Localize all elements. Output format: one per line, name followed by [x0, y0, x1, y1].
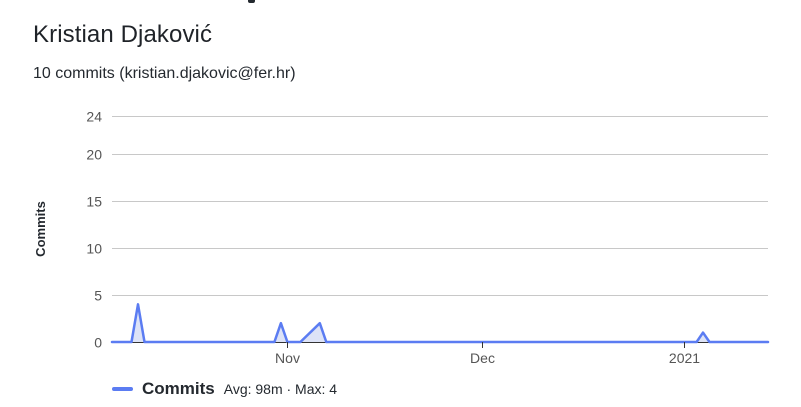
legend-series-stats: Avg: 98m · Max: 4 — [223, 381, 338, 397]
x-tick-label: Dec — [470, 350, 495, 366]
y-tick-label: 10 — [86, 241, 102, 257]
commits-area — [112, 304, 768, 342]
commits-chart: 0 5 10 15 20 24 Nov Dec 2021 Commits — [33, 109, 770, 366]
contributor-name: Kristian Djaković — [33, 21, 213, 48]
chart-legend[interactable]: Commits Avg: 98m · Max: 4 — [112, 377, 337, 401]
y-tick-label: 0 — [94, 335, 102, 351]
x-tick-label: 2021 — [669, 350, 700, 366]
y-tick-label: 15 — [86, 194, 102, 210]
truncated-top-text — [0, 0, 801, 8]
x-tick-label: Nov — [275, 350, 300, 366]
y-axis-ticks: 0 5 10 15 20 24 — [86, 109, 102, 351]
y-tick-label: 5 — [94, 288, 102, 304]
y-tick-label: 20 — [86, 147, 102, 163]
x-axis-ticks: Nov Dec 2021 — [275, 342, 700, 366]
y-axis-label: Commits — [33, 201, 48, 257]
legend-swatch — [112, 387, 133, 391]
cut-glyph-fragment — [248, 0, 255, 3]
legend-series-name: Commits — [142, 379, 215, 398]
gridlines — [112, 116, 768, 343]
series-line — [110, 303, 770, 344]
commit-summary: 10 commits (kristian.djakovic@fer.hr) — [33, 65, 296, 82]
series-area — [112, 304, 768, 342]
commits-line[interactable] — [110, 303, 770, 344]
y-tick-label: 24 — [86, 109, 102, 125]
